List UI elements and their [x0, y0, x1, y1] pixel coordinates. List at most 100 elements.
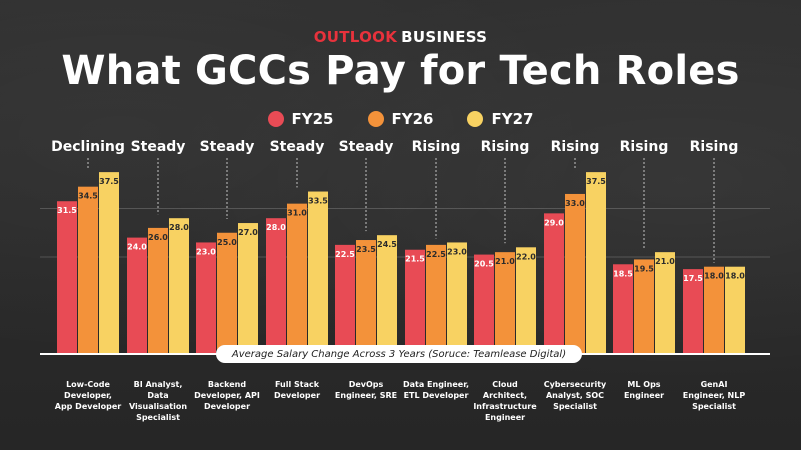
bar-fy27: [99, 172, 119, 354]
category-label-line: Backend: [208, 380, 246, 389]
data-label: 23.5: [356, 245, 376, 254]
category-label-line: Data Engineer,: [403, 380, 469, 389]
brand-logo: OUTLOOK BUSINESS: [0, 28, 801, 46]
bar-fy27: [377, 235, 397, 354]
bar-fy27: [238, 223, 258, 354]
data-label: 18.5: [613, 269, 633, 278]
category-label-line: Specialist: [136, 413, 180, 422]
data-label: 25.0: [217, 238, 237, 247]
legend-item-fy27: FY27: [467, 110, 533, 128]
category-label-line: Specialist: [692, 402, 736, 411]
category-label-line: Low-Code: [66, 380, 110, 389]
category-label-line: Analyst, SOC: [546, 391, 604, 400]
category-label-line: Developer: [274, 391, 320, 400]
data-label: 37.5: [586, 177, 606, 186]
bar-fy25: [57, 201, 77, 354]
trend-label: Steady: [200, 139, 255, 155]
category-label: Cybersecurity Analyst, SOC Specialist: [544, 380, 607, 411]
bar-fy26: [565, 193, 585, 354]
data-label: 22.0: [516, 252, 536, 261]
legend-label-fy26: FY26: [391, 110, 434, 128]
category-label-line: Full Stack: [275, 380, 320, 389]
legend-swatch-fy27: [467, 111, 484, 127]
bar-fy25: [405, 249, 425, 354]
bar-fy27: [655, 252, 675, 354]
legend-swatch-fy25: [267, 111, 284, 127]
data-label: 20.5: [474, 260, 494, 269]
bar-fy27: [516, 247, 536, 354]
data-label: 22.5: [426, 250, 446, 259]
legend-swatch-fy26: [367, 111, 384, 127]
legend-item-fy26: FY26: [367, 110, 434, 128]
data-label: 29.0: [544, 218, 564, 227]
bar-fy26: [634, 259, 654, 354]
chart-title: What GCCs Pay for Tech Roles: [61, 48, 740, 94]
category-label-line: Engineer, NLP: [683, 391, 746, 400]
category-label-line: DevOps: [349, 380, 384, 389]
category-label-line: Developer,: [64, 391, 112, 400]
trend-label: Rising: [412, 139, 461, 155]
bar-fy27: [725, 266, 745, 354]
trend-label: Steady: [339, 139, 394, 155]
bar-fy25: [335, 244, 355, 354]
data-label: 28.0: [266, 223, 286, 232]
category-label-line: Engineer, SRE: [335, 391, 397, 400]
data-label: 21.5: [405, 255, 425, 264]
category-label-line: Engineer: [485, 413, 525, 422]
bar-fy26: [78, 186, 98, 354]
category-label: Full Stack Developer: [274, 380, 320, 400]
trend-label: Rising: [481, 139, 530, 155]
data-label: 34.5: [78, 192, 98, 201]
category-label-line: Cybersecurity: [544, 380, 607, 389]
legend: FY25 FY26 FY27: [0, 110, 801, 128]
bar-fy26: [287, 203, 307, 354]
category-label: Data Engineer, ETL Developer: [403, 380, 469, 400]
data-label: 37.5: [99, 177, 119, 186]
data-label: 31.5: [57, 206, 77, 215]
category-label-line: Specialist: [553, 402, 597, 411]
category-label-line: GenAI: [701, 380, 728, 389]
bar-fy25: [613, 264, 633, 354]
category-label: GenAI Engineer, NLP Specialist: [683, 380, 746, 411]
bar-fy26: [148, 227, 168, 354]
bar-fy25: [683, 269, 703, 354]
category-label-line: Data: [147, 391, 168, 400]
category-label-line: Visualisation: [129, 402, 187, 411]
category-label: ML Ops Engineer: [624, 380, 664, 400]
data-label: 27.0: [238, 228, 258, 237]
category-label: Backend Developer, API Developer: [194, 380, 260, 411]
data-label: 22.5: [335, 250, 355, 259]
data-label: 33.5: [308, 197, 328, 206]
bar-fy25: [544, 213, 564, 354]
data-label: 31.0: [287, 209, 307, 218]
data-label: 21.0: [495, 257, 515, 266]
data-label: 18.0: [704, 272, 724, 281]
bar-fy25: [474, 254, 494, 354]
data-label: 23.0: [196, 247, 216, 256]
trend-label: Steady: [270, 139, 325, 155]
trend-label: Declining: [51, 139, 125, 155]
bar-fy25: [196, 242, 216, 354]
data-label: 21.0: [655, 257, 675, 266]
category-label-line: Architect,: [483, 391, 527, 400]
category-label: BI Analyst, Data Visualisation Specialist: [129, 380, 187, 422]
bar-fy26: [356, 240, 376, 354]
data-label: 24.5: [377, 240, 397, 249]
brand-part-outlook: OUTLOOK: [313, 28, 398, 46]
data-label: 28.0: [169, 223, 189, 232]
category-label-line: App Developer: [55, 402, 122, 411]
bar-fy27: [169, 218, 189, 354]
data-label: 26.0: [148, 233, 168, 242]
category-label: DevOps Engineer, SRE: [335, 380, 397, 400]
trend-label: Rising: [551, 139, 600, 155]
category-label-line: ETL Developer: [404, 391, 469, 400]
bar-fy26: [495, 252, 515, 354]
data-label: 23.0: [447, 247, 467, 256]
category-label-line: Developer, API: [194, 391, 260, 400]
category-label-line: Engineer: [624, 391, 664, 400]
trend-label: Steady: [131, 139, 186, 155]
bar-fy26: [704, 266, 724, 354]
trend-label: Rising: [690, 139, 739, 155]
